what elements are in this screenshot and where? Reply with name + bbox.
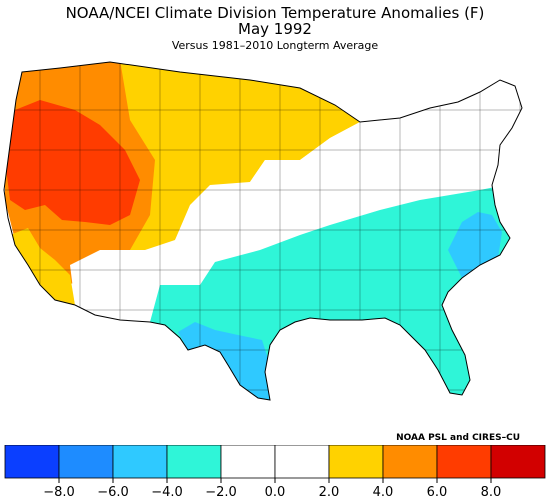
legend-tick-label: 6.0 bbox=[427, 485, 448, 498]
legend-box bbox=[112, 445, 168, 479]
legend-tick-label: 8.0 bbox=[481, 485, 502, 498]
legend-tick-label: 4.0 bbox=[373, 485, 394, 498]
legend-box bbox=[166, 445, 222, 479]
legend-colorbar: −8.0 −6.0 −4.0 −2.0 0.0 2.0 4.0 6.0 8.0 bbox=[4, 445, 546, 498]
legend-tick-label: −8.0 bbox=[43, 485, 75, 498]
region-southwest bbox=[70, 240, 200, 322]
division-grid-lines bbox=[4, 62, 522, 400]
legend-tick-labels: −8.0 −6.0 −4.0 −2.0 0.0 2.0 4.0 6.0 8.0 bbox=[43, 478, 501, 498]
map-title: NOAA/NCEI Climate Division Temperature A… bbox=[65, 4, 485, 22]
legend-tick-label: 2.0 bbox=[319, 485, 340, 498]
map-subtitle: May 1992 bbox=[238, 20, 312, 38]
legend-box bbox=[382, 445, 438, 479]
legend-box bbox=[328, 445, 384, 479]
legend-tick-label: 0.0 bbox=[265, 485, 286, 498]
legend-box bbox=[220, 445, 276, 479]
legend-tick-label: −2.0 bbox=[205, 485, 237, 498]
region-northeast bbox=[360, 62, 522, 210]
credit-label: NOAA PSL and CIRES–CU bbox=[396, 433, 520, 443]
legend-box bbox=[274, 445, 330, 479]
region-northern-plains bbox=[90, 62, 360, 255]
legend-tick-label: −6.0 bbox=[97, 485, 129, 498]
legend-box bbox=[4, 445, 60, 479]
legend-box bbox=[58, 445, 114, 479]
legend-box bbox=[436, 445, 492, 479]
legend-boxes bbox=[4, 445, 546, 479]
us-climate-division-map bbox=[3, 61, 523, 401]
legend-tick-label: −4.0 bbox=[151, 485, 183, 498]
region-texas bbox=[178, 322, 270, 400]
region-central-plains bbox=[175, 122, 380, 285]
region-great-basin bbox=[5, 100, 140, 225]
map-caption: Versus 1981–2010 Longterm Average bbox=[171, 39, 379, 52]
legend-box bbox=[490, 445, 546, 479]
region-california-south bbox=[10, 228, 75, 305]
